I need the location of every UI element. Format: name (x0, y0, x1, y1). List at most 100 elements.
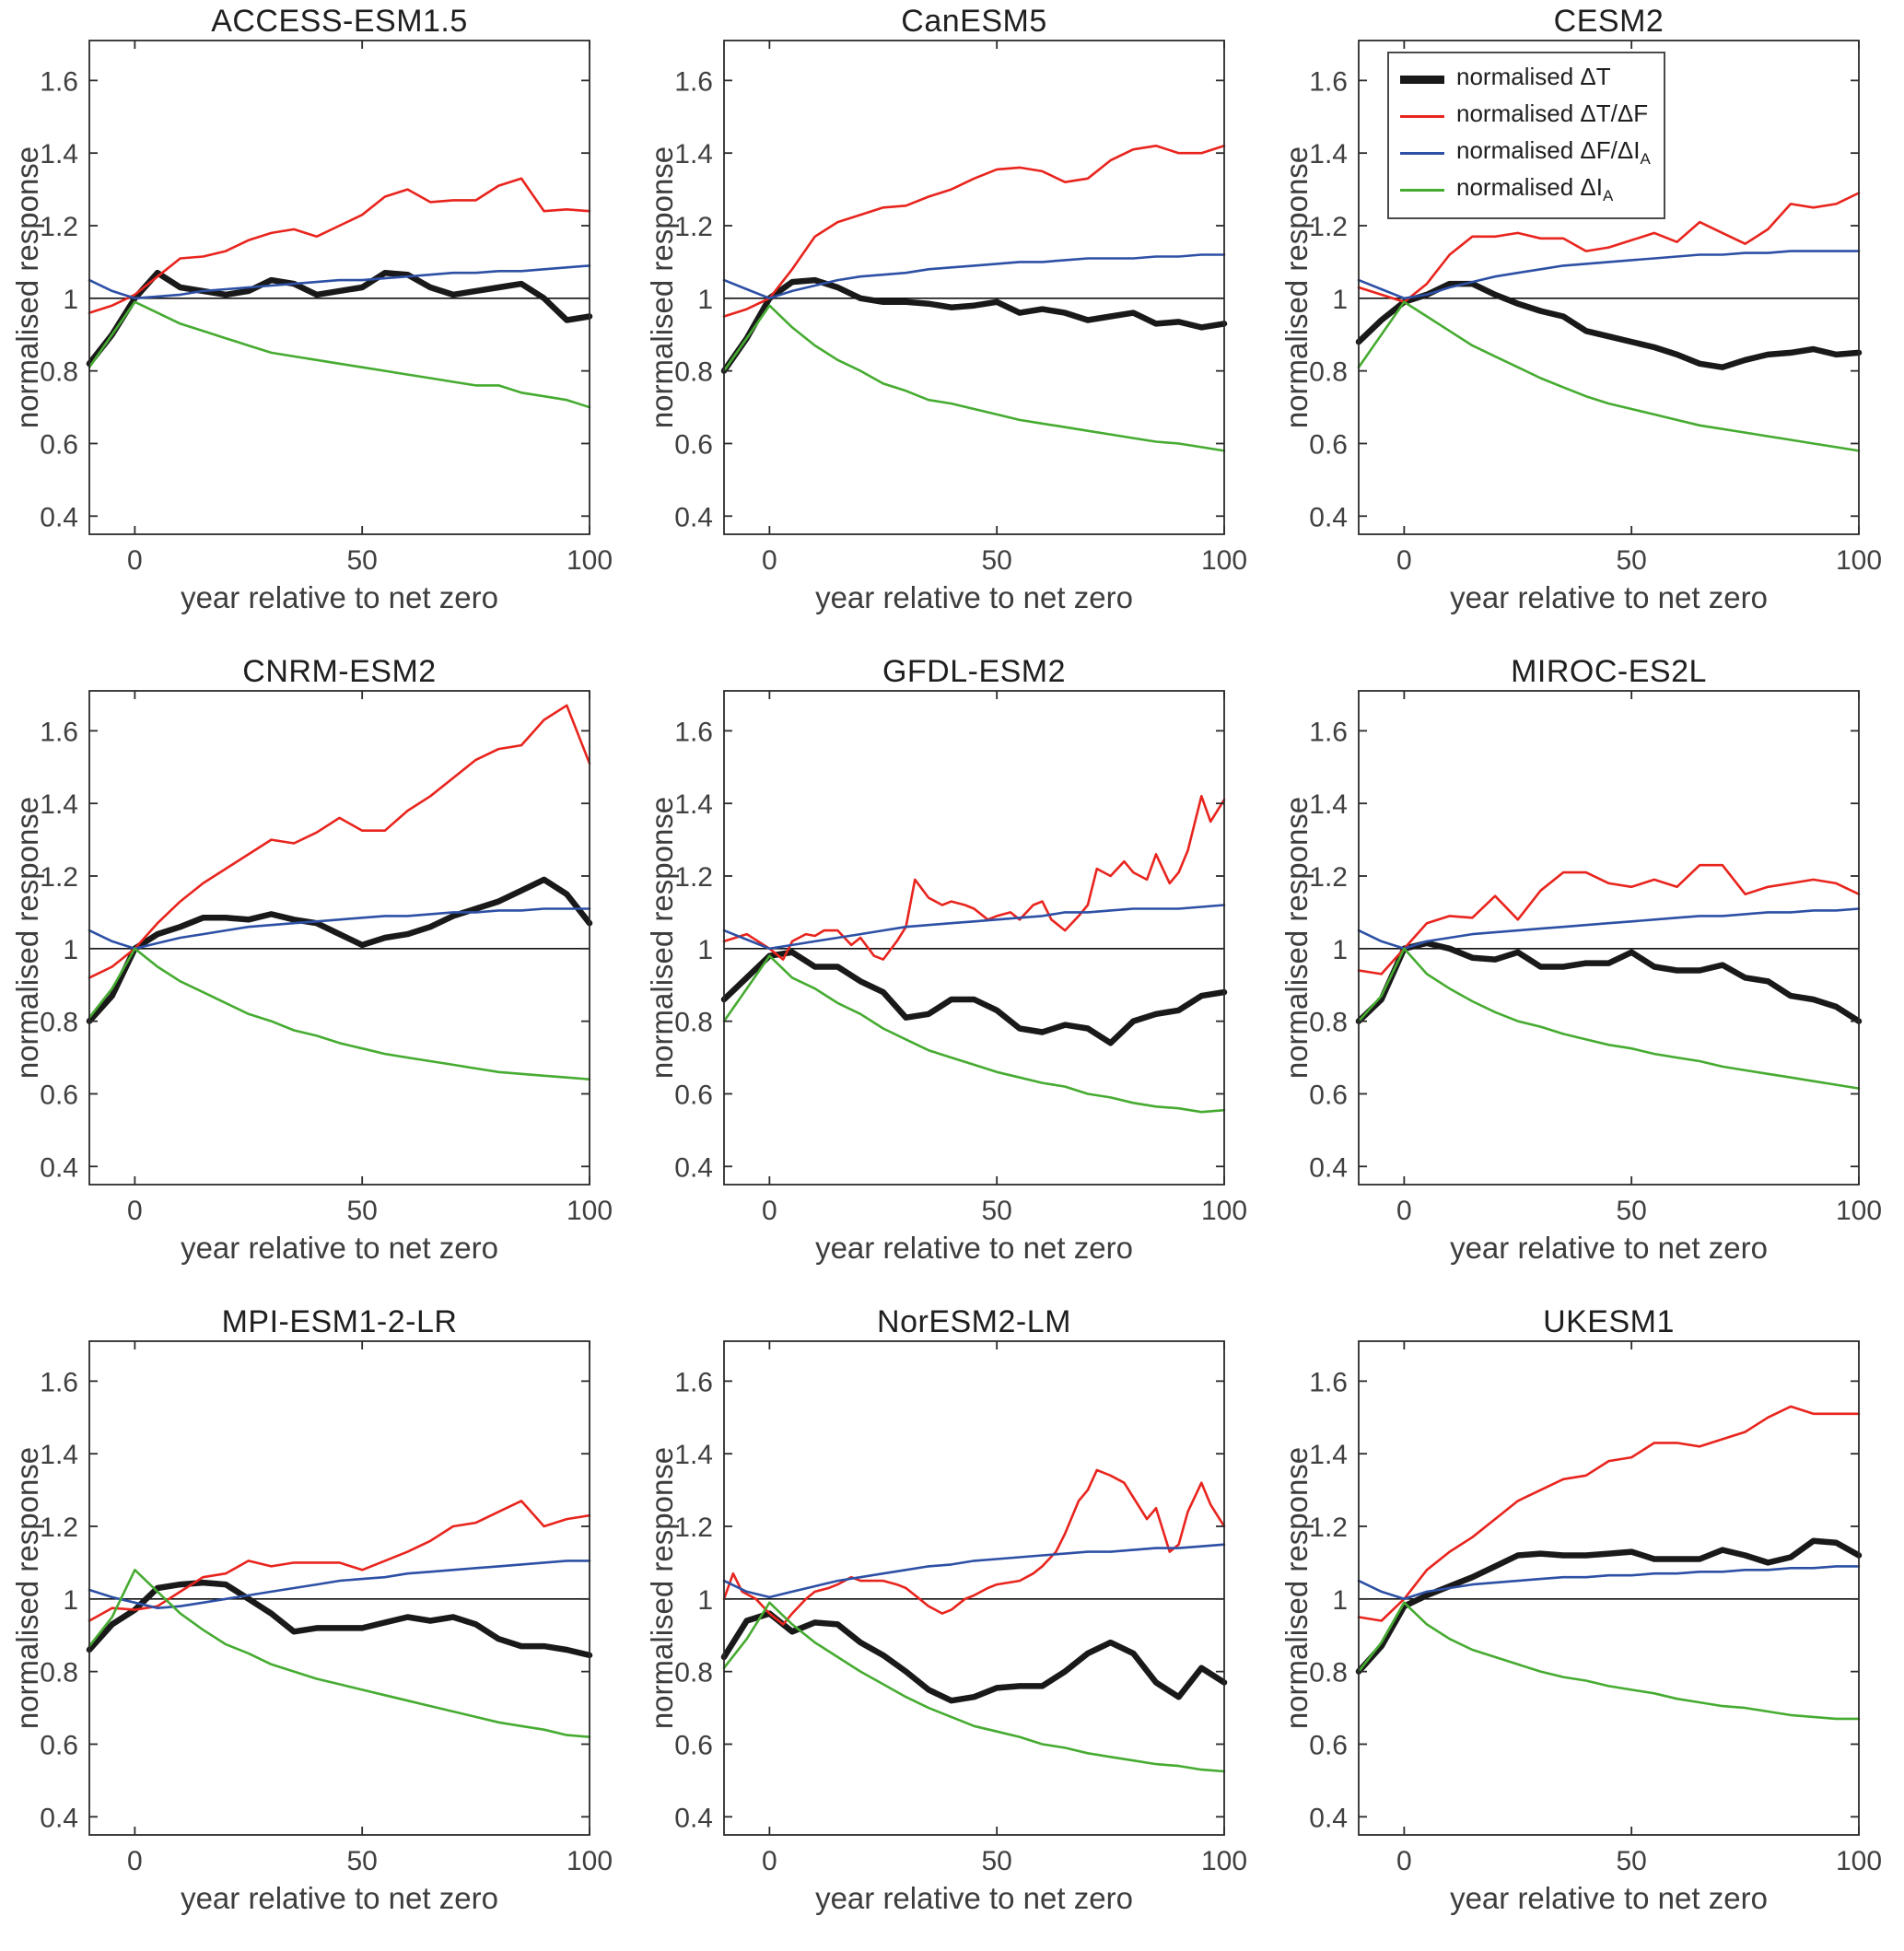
series-line-green (722, 304, 1226, 452)
y-tick-label: 0.6 (40, 1080, 78, 1110)
x-tick-label: 0 (762, 545, 777, 576)
series-line-blue (88, 264, 591, 300)
y-axis-label: normalised response (645, 1446, 679, 1730)
x-axis-label: year relative to net zero (1450, 580, 1768, 614)
y-tick-label: 1.6 (1309, 66, 1348, 97)
y-tick-label: 0.8 (1309, 357, 1348, 388)
x-axis-label: year relative to net zero (1450, 1881, 1768, 1915)
axes-box (1358, 690, 1860, 1186)
plot-area-cnrm-esm2: 0 50 100 0.4 0.6 0.8 1 1.2 1.4 1.6 (40, 690, 613, 1226)
y-tick-label: 0.8 (1309, 1658, 1348, 1688)
y-tick-label: 1.6 (674, 66, 713, 97)
x-axis-label: year relative to net zero (1450, 1231, 1768, 1265)
y-axis-label: normalised response (10, 796, 44, 1080)
y-tick-label: 1 (697, 285, 713, 315)
x-tick-label: 50 (981, 1196, 1011, 1226)
axes-box (723, 1340, 1225, 1836)
legend-item-delta-f-over-delta-ia: normalised ΔF/ΔIA (1400, 134, 1651, 171)
panel-title: MIROC-ES2L (1511, 654, 1707, 689)
y-tick-label: 1.4 (40, 789, 78, 820)
axes-box (88, 40, 590, 535)
x-tick-label: 50 (346, 1196, 377, 1226)
y-tick-label: 1.2 (40, 212, 78, 242)
y-tick-label: 0.4 (1309, 1152, 1348, 1183)
x-tick-label: 0 (762, 1846, 777, 1876)
series-line-green (88, 947, 591, 1081)
series-line-red (722, 795, 1226, 961)
panel-title: CNRM-ESM2 (242, 654, 437, 689)
plot-area-canesm5: 0 50 100 0.4 0.6 0.8 1 1.2 1.4 1.6 (674, 40, 1247, 576)
x-tick-label: 100 (567, 545, 613, 576)
series-line-green (88, 300, 591, 409)
x-tick-label: 50 (346, 545, 377, 576)
series-line-green (722, 1601, 1226, 1773)
y-tick-label: 1 (1332, 1585, 1348, 1616)
x-axis-label: year relative to net zero (815, 1881, 1133, 1915)
series-line-blue (722, 904, 1226, 951)
subplot-cesm2: CESM2 0 50 100 0.4 0.6 0.8 1 1.2 1.4 1.6 normalis… (1269, 0, 1904, 650)
y-tick-label: 1.6 (40, 717, 78, 747)
y-tick-label: 1 (1332, 935, 1348, 965)
y-tick-label: 1.2 (40, 1513, 78, 1543)
series-line-green (1357, 947, 1861, 1090)
y-tick-label: 0.4 (1309, 502, 1348, 532)
y-tick-label: 0.4 (1309, 1803, 1348, 1833)
x-tick-label: 50 (1616, 545, 1646, 576)
y-tick-label: 0.8 (674, 1658, 713, 1688)
y-tick-label: 0.8 (674, 1008, 713, 1038)
x-tick-label: 100 (1201, 1196, 1247, 1226)
x-tick-label: 0 (127, 1196, 143, 1226)
y-tick-label: 1.4 (674, 789, 713, 820)
y-tick-label: 0.6 (40, 429, 78, 460)
panel-title: ACCESS-ESM1.5 (211, 4, 468, 39)
subplot-canesm5: CanESM5 0 50 100 0.4 0.6 0.8 1 1.2 1.4 1.6 year r… (635, 0, 1269, 650)
y-tick-label: 1.4 (674, 1440, 713, 1470)
x-tick-label: 100 (1836, 1846, 1882, 1876)
y-axis-label: normalised response (10, 1446, 44, 1730)
y-axis-label: normalised response (1279, 146, 1314, 429)
x-tick-label: 0 (1396, 545, 1412, 576)
axes-box (88, 1340, 590, 1836)
x-tick-label: 50 (1616, 1846, 1646, 1876)
x-tick-label: 100 (567, 1196, 613, 1226)
plot-area-mpi-esm1-2-lr: 0 50 100 0.4 0.6 0.8 1 1.2 1.4 1.6 (40, 1340, 613, 1876)
plot-area-access-esm1-5: 0 50 100 0.4 0.6 0.8 1 1.2 1.4 1.6 (40, 40, 613, 576)
x-axis-label: year relative to net zero (181, 1231, 498, 1265)
y-tick-label: 1.4 (1309, 139, 1348, 169)
y-tick-label: 1.6 (40, 66, 78, 97)
legend: normalised ΔT normalised ΔT/ΔF normalise… (1387, 52, 1665, 219)
legend-item-delta-ia: normalised ΔIA (1400, 171, 1651, 208)
series-line-green (722, 954, 1226, 1114)
panel-title: CESM2 (1553, 4, 1665, 39)
series-line-black (720, 276, 1228, 374)
axes-box (1358, 1340, 1860, 1836)
y-tick-label: 0.8 (40, 357, 78, 388)
series-line-red (1357, 192, 1861, 304)
series-line-black (86, 876, 593, 1024)
y-tick-label: 1.6 (1309, 717, 1348, 747)
subplot-noresm2-lm: NorESM2-LM 0 50 100 0.4 0.6 0.8 1 1.2 1.4 1.6 yea… (635, 1301, 1269, 1951)
y-axis-label: normalised response (1279, 1446, 1314, 1730)
y-tick-label: 1.2 (674, 1513, 713, 1543)
panel-title: MPI-ESM1-2-LR (221, 1304, 458, 1339)
legend-line-blue (1400, 151, 1444, 155)
y-axis-label: normalised response (645, 146, 679, 429)
y-tick-label: 0.4 (40, 1803, 78, 1833)
y-tick-label: 0.4 (674, 1803, 713, 1833)
series-line-green (88, 1568, 591, 1738)
legend-label: normalised ΔT/ΔF (1456, 99, 1649, 128)
x-tick-label: 100 (1201, 1846, 1247, 1876)
series-line-black (1355, 280, 1863, 370)
legend-line-green (1400, 188, 1444, 192)
y-tick-label: 0.4 (674, 502, 713, 532)
x-axis-label: year relative to net zero (815, 580, 1133, 614)
series-line-red (1357, 863, 1861, 976)
axes-box (1358, 40, 1860, 535)
plot-area-ukesm1: 0 50 100 0.4 0.6 0.8 1 1.2 1.4 1.6 (1309, 1340, 1882, 1876)
y-axis-label: normalised response (645, 796, 679, 1080)
series-line-blue (1357, 907, 1861, 951)
series-line-black (720, 949, 1228, 1046)
series-line-green (1357, 1601, 1861, 1721)
series-line-black (86, 1579, 593, 1659)
series-line-blue (1357, 1565, 1861, 1601)
